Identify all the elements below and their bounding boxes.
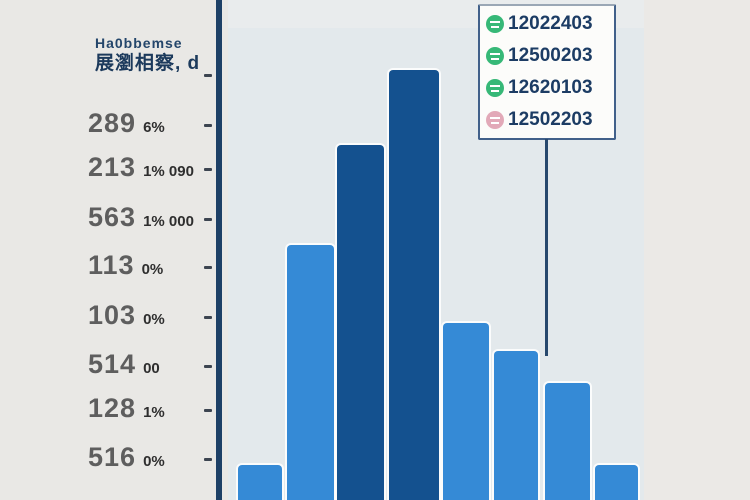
y-axis-label-number: 289 — [88, 108, 137, 138]
legend-row: 12022403 — [486, 10, 608, 38]
chart-title-line1: Ha0bbemse — [95, 35, 183, 51]
y-axis-tick — [204, 458, 212, 461]
coin-list-icon — [486, 15, 504, 33]
bar-1[interactable] — [238, 465, 282, 500]
legend-value: 12502203 — [508, 109, 593, 130]
bar-8[interactable] — [595, 465, 638, 500]
tooltip-legend-box[interactable]: 12022403 12500203 12620103 12502203 — [478, 4, 616, 140]
y-axis-label-number: 128 — [88, 393, 137, 423]
y-axis-line — [216, 0, 222, 500]
legend-row: 12500203 — [486, 42, 608, 70]
y-axis-label: 563 1% 000 — [88, 202, 194, 233]
y-axis-tick — [204, 316, 212, 319]
y-axis-tick — [204, 409, 212, 412]
y-axis-label-number: 113 — [88, 250, 135, 280]
y-axis-tick — [204, 124, 212, 127]
y-axis-label-suffix: 00 — [143, 360, 160, 377]
y-axis-tick — [204, 266, 212, 269]
y-axis-label: 103 0% — [88, 300, 165, 331]
y-axis-label-suffix: 1% 090 — [143, 163, 194, 180]
y-axis-label-number: 516 — [88, 442, 137, 472]
y-axis-label-suffix: 0% — [143, 453, 165, 470]
bar-5[interactable] — [443, 323, 489, 500]
y-axis-label-number: 514 — [88, 349, 137, 379]
legend-row: 12620103 — [486, 74, 608, 102]
bar-2[interactable] — [287, 245, 334, 500]
y-axis-tick — [204, 168, 212, 171]
y-axis-label-number: 103 — [88, 300, 137, 330]
legend-value: 12620103 — [508, 77, 593, 98]
bar-3[interactable] — [337, 145, 384, 500]
y-axis-label-suffix: 1% — [143, 404, 165, 421]
y-axis-tick — [204, 218, 212, 221]
y-axis-label: 289 6% — [88, 108, 165, 139]
y-axis-label: 113 0% — [88, 250, 163, 281]
legend-value: 12500203 — [508, 45, 593, 66]
chart-title: Ha0bbemse 展瀏相察, d — [95, 35, 201, 75]
y-axis-label: 514 00 — [88, 349, 160, 380]
chart-title-line2: 展瀏相察, d — [95, 53, 201, 75]
coin-list-icon — [486, 111, 504, 129]
y-axis-label: 213 1% 090 — [88, 152, 194, 183]
y-axis-label-suffix: 6% — [143, 119, 165, 136]
tooltip-callout-line — [545, 139, 548, 356]
bar-4[interactable] — [389, 70, 439, 500]
legend-row: 12502203 — [486, 106, 608, 134]
legend-value: 12022403 — [508, 13, 593, 34]
y-axis-label: 516 0% — [88, 442, 165, 473]
y-axis-label: 128 1% — [88, 393, 165, 424]
y-axis-label-suffix: 0% — [143, 311, 165, 328]
right-margin — [644, 0, 750, 500]
y-axis-label-number: 563 — [88, 202, 137, 232]
y-axis-label-suffix: 1% 000 — [143, 213, 194, 230]
y-axis-tick — [204, 74, 212, 77]
coin-list-icon — [486, 47, 504, 65]
y-axis-tick — [204, 365, 212, 368]
coin-list-icon — [486, 79, 504, 97]
y-axis-label-number: 213 — [88, 152, 137, 182]
bar-6[interactable] — [494, 351, 538, 500]
bar-7[interactable] — [545, 383, 590, 500]
y-axis-label-suffix: 0% — [141, 261, 164, 278]
